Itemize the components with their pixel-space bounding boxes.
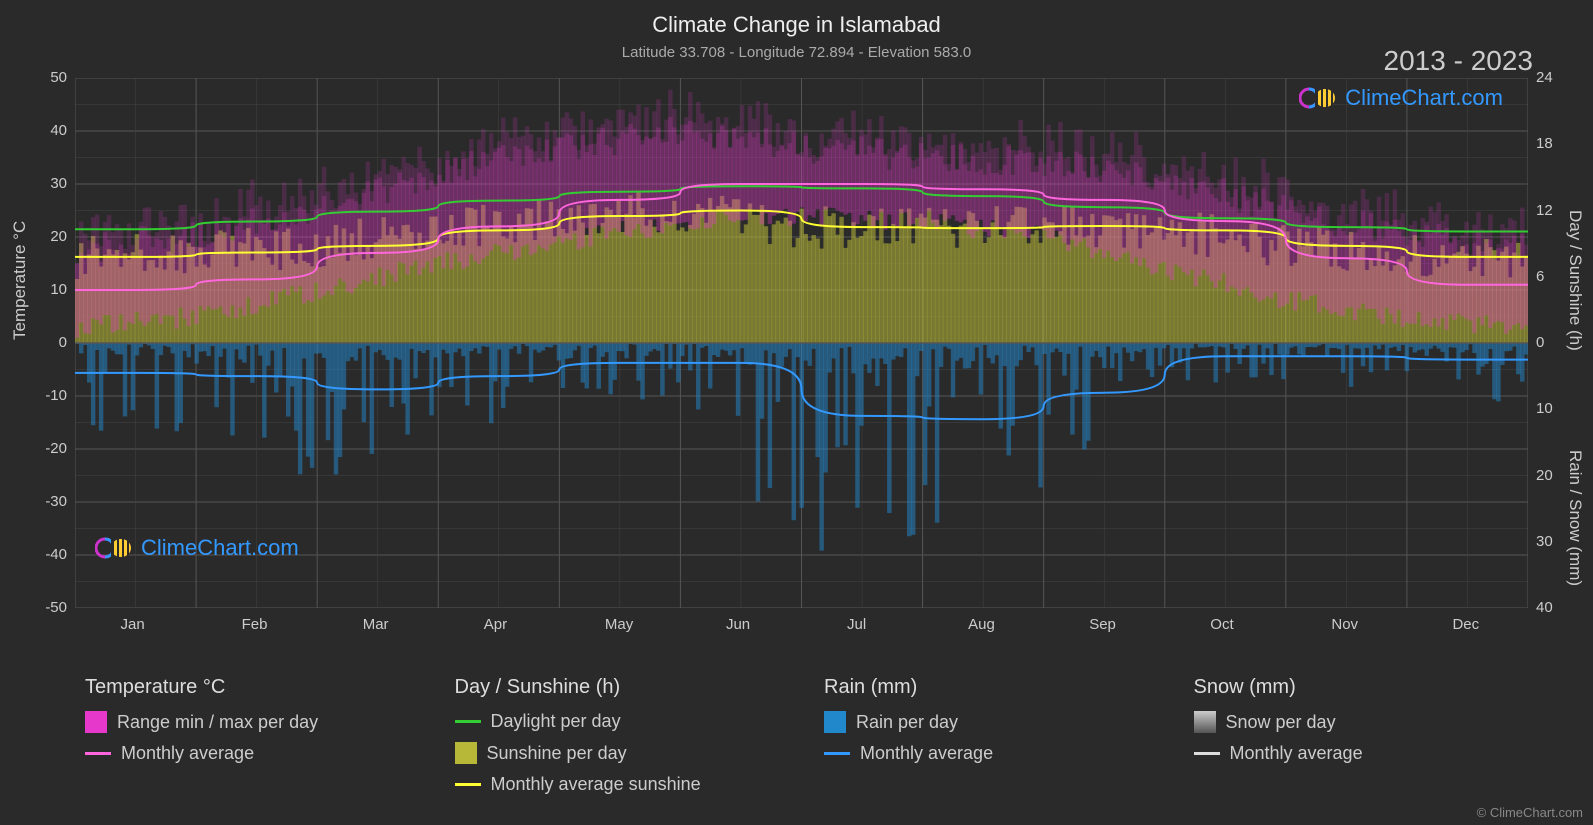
- swatch-sunshine-avg: [455, 783, 481, 786]
- axis-tick: 0: [1536, 334, 1544, 351]
- legend-label: Monthly average: [1230, 743, 1363, 764]
- axis-tick: 40: [50, 122, 67, 139]
- legend-header: Temperature °C: [85, 676, 435, 699]
- y-axis-left-label: Temperature °C: [10, 221, 30, 340]
- axis-tick: 20: [50, 228, 67, 245]
- legend-item-daylight: Daylight per day: [455, 711, 805, 732]
- legend-label: Sunshine per day: [487, 743, 627, 764]
- axis-tick: 24: [1536, 69, 1553, 86]
- legend-item-snow-daily: Snow per day: [1194, 711, 1544, 733]
- legend-item-sunshine: Sunshine per day: [455, 742, 805, 764]
- swatch-snow-avg: [1194, 752, 1220, 755]
- axis-tick: Jan: [121, 616, 145, 633]
- axis-tick: 30: [1536, 533, 1553, 550]
- legend-item-snow-avg: Monthly average: [1194, 743, 1544, 764]
- axis-tick: 40: [1536, 599, 1553, 616]
- legend-label: Monthly average sunshine: [491, 774, 701, 795]
- plot-area: 50403020100-10-20-30-40-5024181260102030…: [75, 78, 1528, 608]
- chart-svg: [75, 78, 1528, 608]
- axis-tick: Sep: [1089, 616, 1116, 633]
- axis-tick: 6: [1536, 268, 1544, 285]
- axis-tick: -10: [45, 387, 67, 404]
- logo-top: ClimeChart.com: [1299, 85, 1503, 111]
- axis-tick: Dec: [1452, 616, 1479, 633]
- legend-item-rain-avg: Monthly average: [824, 743, 1174, 764]
- chart-subtitle: Latitude 33.708 - Longitude 72.894 - Ele…: [0, 38, 1593, 61]
- copyright: © ClimeChart.com: [1477, 805, 1583, 820]
- legend-label: Snow per day: [1226, 712, 1336, 733]
- logo-text: ClimeChart.com: [141, 535, 299, 561]
- legend-label: Rain per day: [856, 712, 958, 733]
- swatch-daylight: [455, 720, 481, 723]
- legend-header: Rain (mm): [824, 676, 1174, 699]
- axis-tick: Nov: [1331, 616, 1358, 633]
- axis-tick: -20: [45, 440, 67, 457]
- logo-icon: [1299, 86, 1339, 110]
- axis-tick: May: [605, 616, 633, 633]
- legend-col-temperature: Temperature °C Range min / max per day M…: [85, 676, 435, 805]
- legend-item-temp-range: Range min / max per day: [85, 711, 435, 733]
- legend-col-snow: Snow (mm) Snow per day Monthly average: [1194, 676, 1544, 805]
- legend-header: Snow (mm): [1194, 676, 1544, 699]
- legend-col-day: Day / Sunshine (h) Daylight per day Suns…: [455, 676, 805, 805]
- axis-tick: Jun: [726, 616, 750, 633]
- axis-tick: -40: [45, 546, 67, 563]
- axis-tick: -50: [45, 599, 67, 616]
- swatch-rain-avg: [824, 752, 850, 755]
- axis-tick: -30: [45, 493, 67, 510]
- axis-tick: 12: [1536, 202, 1553, 219]
- legend-item-temp-avg: Monthly average: [85, 743, 435, 764]
- axis-tick: 50: [50, 69, 67, 86]
- axis-tick: Oct: [1210, 616, 1233, 633]
- swatch-rain: [824, 711, 846, 733]
- swatch-sunshine: [455, 742, 477, 764]
- legend-label: Monthly average: [121, 743, 254, 764]
- swatch-temp-range: [85, 711, 107, 733]
- climate-chart: Climate Change in Islamabad Latitude 33.…: [0, 0, 1593, 825]
- legend: Temperature °C Range min / max per day M…: [85, 676, 1543, 805]
- swatch-snow: [1194, 711, 1216, 733]
- y-axis-right-top-label: Day / Sunshine (h): [1565, 210, 1585, 351]
- chart-title: Climate Change in Islamabad: [0, 0, 1593, 38]
- logo-bottom: ClimeChart.com: [95, 535, 299, 561]
- axis-tick: 18: [1536, 135, 1553, 152]
- legend-header: Day / Sunshine (h): [455, 676, 805, 699]
- legend-label: Range min / max per day: [117, 712, 318, 733]
- axis-tick: Mar: [363, 616, 389, 633]
- axis-tick: 0: [59, 334, 67, 351]
- logo-text: ClimeChart.com: [1345, 85, 1503, 111]
- swatch-temp-avg: [85, 752, 111, 755]
- legend-label: Daylight per day: [491, 711, 621, 732]
- year-range: 2013 - 2023: [1384, 45, 1533, 77]
- y-axis-right-bottom-label: Rain / Snow (mm): [1565, 450, 1585, 586]
- logo-icon: [95, 536, 135, 560]
- axis-tick: Aug: [968, 616, 995, 633]
- axis-tick: 10: [50, 281, 67, 298]
- axis-tick: 20: [1536, 467, 1553, 484]
- axis-tick: Apr: [484, 616, 507, 633]
- axis-tick: Jul: [847, 616, 866, 633]
- legend-item-rain-daily: Rain per day: [824, 711, 1174, 733]
- axis-tick: 30: [50, 175, 67, 192]
- legend-item-sunshine-avg: Monthly average sunshine: [455, 774, 805, 795]
- axis-tick: 10: [1536, 400, 1553, 417]
- legend-col-rain: Rain (mm) Rain per day Monthly average: [824, 676, 1174, 805]
- legend-label: Monthly average: [860, 743, 993, 764]
- axis-tick: Feb: [242, 616, 268, 633]
